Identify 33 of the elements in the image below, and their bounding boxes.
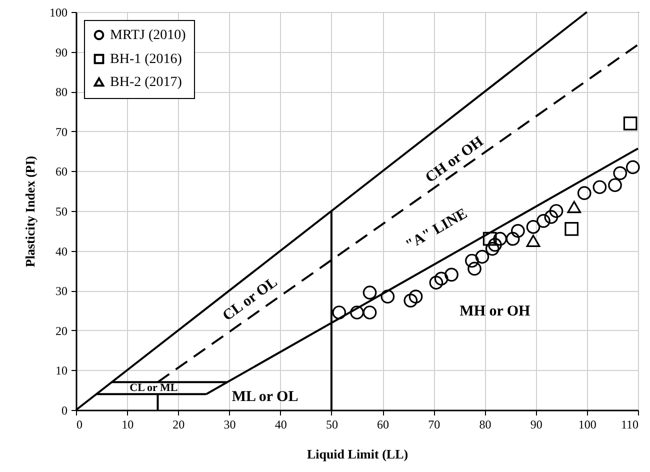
x-tick-label: 30: [224, 418, 236, 432]
annotation: ML or OL: [232, 389, 298, 406]
annotation: CL or ML: [130, 382, 178, 394]
y-tick-label: 0: [62, 404, 68, 418]
annotation: MH or OH: [460, 304, 531, 320]
y-tick-label: 30: [56, 284, 68, 298]
x-tick-label: 100: [578, 418, 596, 432]
legend-label: MRTJ (2010): [110, 28, 186, 43]
y-tick-label: 70: [56, 124, 68, 139]
y-tick-label: 90: [56, 45, 68, 60]
x-tick-label: 70: [428, 418, 440, 432]
x-tick-label: 50: [326, 418, 338, 432]
annotation: CH or OH: [422, 134, 487, 186]
y-axis-title: Plasticity Index (PI): [22, 156, 38, 268]
y-tick-label: 10: [56, 364, 68, 378]
x-tick-label: 80: [479, 418, 492, 432]
x-tick-label: 60: [377, 418, 390, 432]
y-tick-label: 50: [56, 204, 68, 218]
x-tick-label: 90: [530, 418, 542, 432]
y-tick-label: 40: [56, 244, 68, 258]
x-tick-label: 40: [274, 418, 287, 432]
annotation: CL or OL: [220, 274, 281, 324]
legend-label: BH-2 (2017): [110, 75, 182, 90]
x-tick-label: 110: [620, 418, 638, 432]
x-tick-label: 20: [172, 418, 185, 432]
x-axis-title: Liquid Limit (LL): [306, 446, 408, 462]
y-tick-label: 100: [50, 6, 68, 20]
y-tick-label: 20: [56, 324, 68, 338]
x-tick-label: 0: [76, 418, 82, 432]
x-tick-label: 10: [122, 418, 134, 432]
legend-label: BH-1 (2016): [110, 52, 182, 67]
y-tick-label: 80: [56, 85, 68, 100]
y-tick-label: 60: [56, 164, 68, 179]
